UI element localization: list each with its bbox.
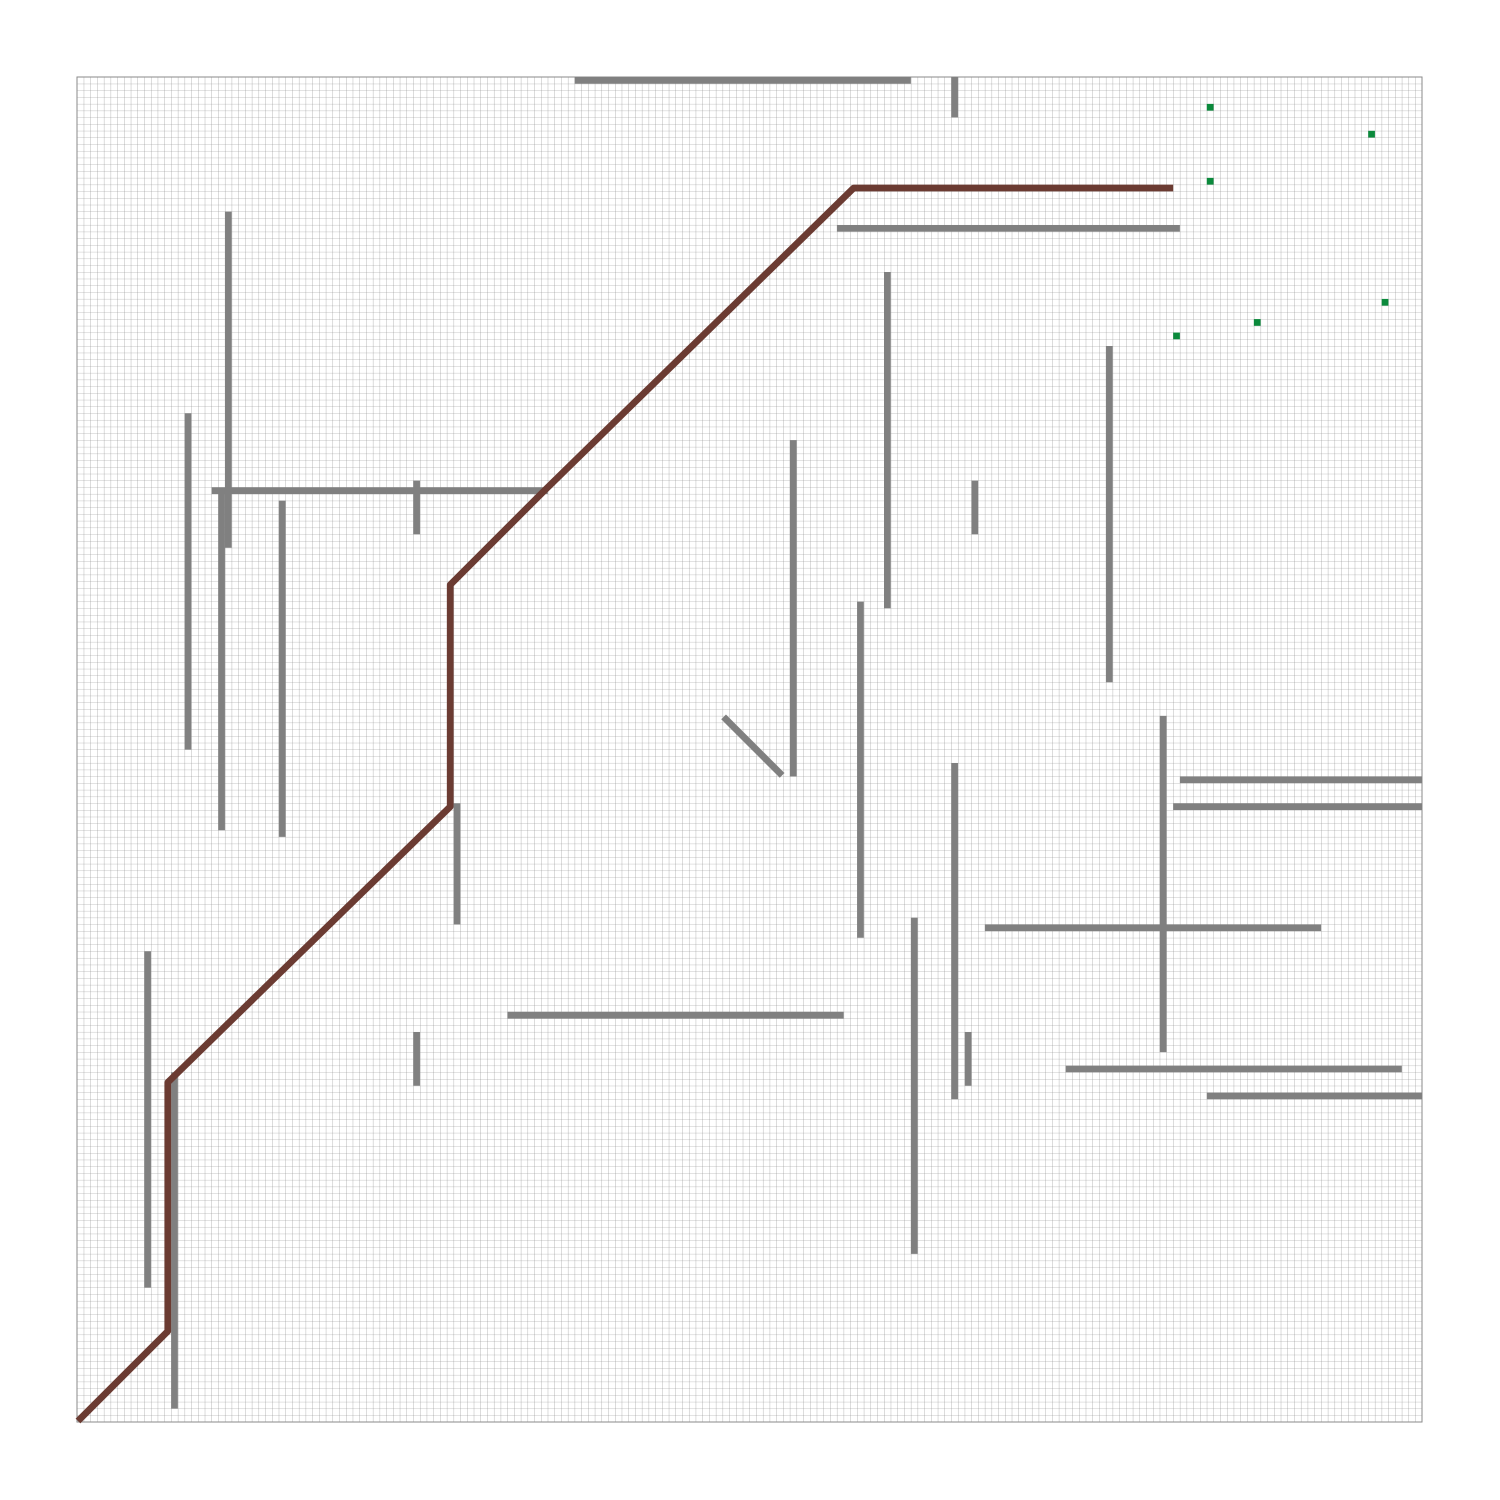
target-cell xyxy=(1206,177,1214,185)
target-cell xyxy=(1368,130,1375,138)
grid-lines xyxy=(76,76,1423,1423)
target-cell xyxy=(1206,103,1214,111)
target-cell xyxy=(1381,298,1389,306)
target-cell xyxy=(1253,319,1261,326)
path-layer xyxy=(75,184,1174,1424)
target-cell xyxy=(1173,332,1180,340)
targets-layer xyxy=(1173,103,1389,340)
wall-segment xyxy=(721,714,785,778)
planned-path xyxy=(75,184,1174,1424)
walls-layer xyxy=(144,77,1422,1409)
